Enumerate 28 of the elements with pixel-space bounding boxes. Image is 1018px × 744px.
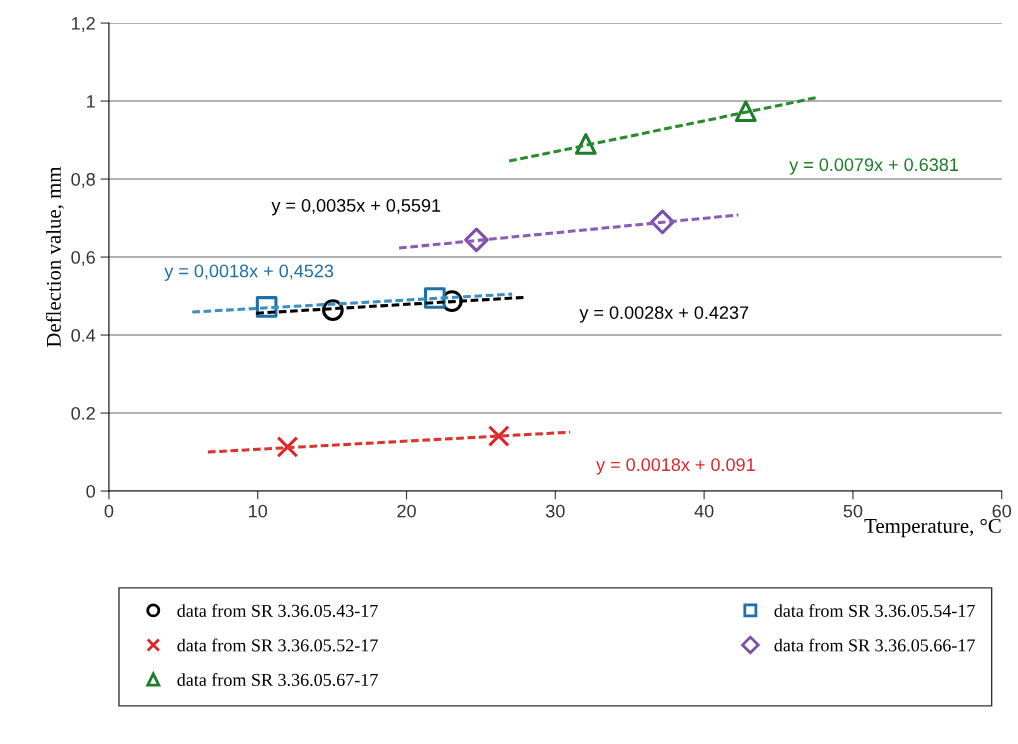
x-tick-label: 10	[249, 504, 268, 518]
legend-label: data from SR 3.36.05.67-17	[177, 673, 378, 687]
x-axis-title: Temperature, °C	[864, 518, 1001, 538]
annotation: y = 0.0018x + 0.091	[596, 458, 755, 475]
y-tick-label: 0,8	[71, 172, 95, 188]
point	[487, 425, 510, 447]
legend-label: data from SR 3.36.05.54-17	[774, 604, 975, 618]
annotation: y = 0.0028x + 0.4237	[579, 306, 749, 323]
y-tick-label: 0	[86, 484, 96, 498]
y-tick-label: 0.2	[71, 406, 95, 420]
point	[276, 436, 299, 458]
x-tick-label: 50	[843, 504, 863, 518]
y-tick-label: 1	[87, 95, 95, 108]
y-tick-label: 1,2	[72, 17, 95, 32]
annotation: y = 0,0035x + 0,5591	[271, 199, 441, 216]
legend-label: data from SR 3.36.05.52-17	[177, 638, 378, 652]
annotation: y = 0.0079x + 0.6381	[789, 158, 958, 175]
x-tick-label: 20	[397, 504, 416, 518]
y-tick-label: 0,6	[71, 250, 95, 266]
x-tick-label: 40	[694, 504, 714, 518]
legend-label: data from SR 3.36.05.43-17	[177, 604, 378, 618]
y-axis-title: Deflection value, mm	[45, 166, 64, 347]
annotation: y = 0,0018x + 0,4523	[164, 264, 334, 281]
x-tick-label: 30	[545, 504, 565, 518]
legend-label: data from SR 3.36.05.66-17	[774, 638, 975, 652]
y-tick-label: 0.4	[71, 328, 96, 342]
x-tick-label: 60	[992, 504, 1012, 518]
x-tick-label: 0	[104, 504, 114, 518]
